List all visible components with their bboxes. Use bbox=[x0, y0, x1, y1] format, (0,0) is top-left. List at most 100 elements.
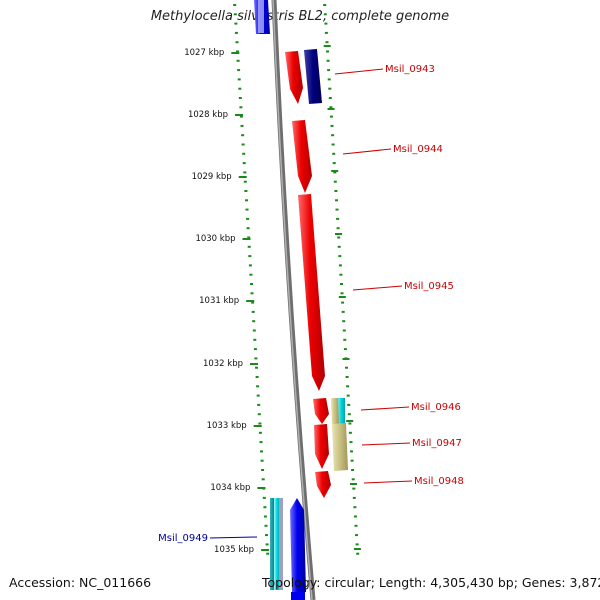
track-dot-right bbox=[338, 264, 342, 267]
gene-msil-0947[interactable] bbox=[314, 424, 329, 469]
gene-feature-blue-reverse[interactable] bbox=[290, 498, 306, 592]
track-dot-right bbox=[325, 41, 329, 44]
gene-label[interactable]: Msil_0948 bbox=[414, 476, 464, 487]
gene-leader-line bbox=[352, 285, 403, 291]
track-dot-left bbox=[246, 217, 250, 220]
track-dot-left bbox=[235, 41, 239, 44]
track-dot-right bbox=[343, 348, 347, 351]
gene-label[interactable]: Msil_0945 bbox=[404, 281, 454, 292]
track-dot-right bbox=[352, 487, 356, 490]
track-dot-right bbox=[341, 301, 345, 304]
track-dot-left bbox=[262, 496, 266, 499]
gene-feature-navy[interactable] bbox=[304, 49, 322, 104]
track-dot-right bbox=[346, 385, 350, 388]
track-dot-right bbox=[348, 422, 352, 425]
track-dot-right bbox=[328, 87, 332, 90]
track-dot-right bbox=[337, 236, 341, 239]
track-dot-right bbox=[351, 478, 355, 481]
gene-label[interactable]: Msil_0947 bbox=[412, 438, 462, 449]
gene-feature-cyan[interactable] bbox=[337, 398, 345, 424]
gene-label[interactable]: Msil_0943 bbox=[385, 64, 435, 75]
track-dot-left bbox=[246, 227, 250, 230]
track-dot-right bbox=[347, 413, 351, 416]
track-dot-right bbox=[343, 338, 347, 341]
gene-msil-0946[interactable] bbox=[313, 398, 329, 424]
track-dot-right bbox=[340, 283, 343, 285]
track-dot-left bbox=[234, 31, 238, 34]
track-dot-right bbox=[356, 552, 360, 555]
track-dot-left bbox=[256, 394, 260, 397]
gene-msil-0945[interactable] bbox=[298, 194, 325, 391]
track-dot-left bbox=[248, 255, 252, 258]
track-dot-right bbox=[341, 310, 345, 313]
kbp-tick-mark bbox=[246, 300, 255, 302]
track-dot-right bbox=[355, 543, 359, 546]
track-dot-left bbox=[243, 171, 247, 174]
track-dot-right bbox=[331, 134, 335, 137]
track-dot-right bbox=[350, 450, 353, 453]
track-dot-right bbox=[332, 162, 336, 165]
gene-leader-line bbox=[361, 442, 411, 446]
gene-label[interactable]: Msil_0946 bbox=[411, 402, 461, 413]
track-dot-left bbox=[260, 459, 264, 462]
track-dot-left bbox=[243, 180, 247, 183]
gene-msil-0949[interactable] bbox=[274, 498, 280, 590]
track-dot-right bbox=[333, 171, 337, 174]
gene-msil-0944[interactable] bbox=[292, 120, 312, 193]
track-dot-left bbox=[236, 50, 239, 53]
genome-backbone bbox=[271, 0, 316, 600]
track-dot-right bbox=[350, 459, 354, 462]
track-dot-left bbox=[238, 87, 242, 90]
track-dot-left bbox=[239, 115, 243, 118]
gene-label[interactable]: Msil_0944 bbox=[393, 144, 443, 155]
track-dot-right bbox=[336, 217, 340, 220]
track-dot-right bbox=[332, 152, 336, 155]
track-dot-left bbox=[233, 4, 237, 6]
track-dot-right bbox=[346, 394, 350, 397]
track-dash-right bbox=[342, 358, 350, 360]
kbp-tick-mark bbox=[250, 363, 258, 365]
track-dot-left bbox=[254, 357, 258, 360]
track-dot-left bbox=[247, 245, 251, 248]
gene-leader-line bbox=[342, 148, 392, 155]
track-dot-left bbox=[263, 506, 267, 509]
kbp-tick-label: 1032 kbp bbox=[203, 359, 243, 369]
track-dash-right bbox=[346, 420, 354, 422]
track-dot-left bbox=[257, 403, 261, 406]
gene-feature-khaki-b[interactable] bbox=[332, 423, 348, 471]
kbp-tick-mark bbox=[231, 52, 240, 54]
track-dot-left bbox=[242, 152, 246, 155]
track-dash-right bbox=[331, 170, 339, 172]
track-dot-left bbox=[250, 292, 254, 295]
kbp-tick-label: 1027 kbp bbox=[184, 48, 224, 58]
kbp-tick-label: 1030 kbp bbox=[195, 234, 235, 244]
track-dot-left bbox=[261, 469, 265, 471]
track-dot-right bbox=[327, 78, 331, 81]
gene-labels: Msil_0943 Msil_0944 Msil_0945 Msil_0946 Msil… bbox=[158, 64, 464, 544]
track-dot-right bbox=[323, 13, 327, 16]
track-dash-right bbox=[323, 45, 331, 47]
track-dot-left bbox=[234, 22, 238, 25]
kbp-tick-mark bbox=[235, 114, 243, 116]
track-dot-right bbox=[330, 124, 334, 127]
track-dot-right bbox=[334, 190, 338, 192]
track-dot-left bbox=[241, 143, 245, 146]
track-dot-left bbox=[261, 478, 265, 481]
gene-feature-khaki-a[interactable] bbox=[331, 398, 339, 424]
track-dot-right bbox=[342, 320, 346, 323]
track-dot-left bbox=[233, 13, 237, 16]
track-dot-left bbox=[259, 441, 263, 444]
kbp-tick-mark bbox=[242, 238, 251, 240]
gene-msil-0948[interactable] bbox=[315, 471, 331, 498]
track-dot-right bbox=[336, 227, 340, 230]
track-dot-left bbox=[242, 162, 246, 165]
gene-label[interactable]: Msil_0949 bbox=[158, 533, 208, 544]
track-dot-left bbox=[266, 552, 270, 555]
gene-leader-line bbox=[360, 406, 410, 411]
topology-text: Topology: circular; Length: 4,305,430 bp… bbox=[262, 575, 600, 590]
track-dot-right bbox=[353, 506, 357, 509]
gene-leader-line bbox=[334, 68, 384, 75]
track-dot-right bbox=[354, 524, 358, 527]
gene-msil-0943[interactable] bbox=[285, 51, 303, 104]
